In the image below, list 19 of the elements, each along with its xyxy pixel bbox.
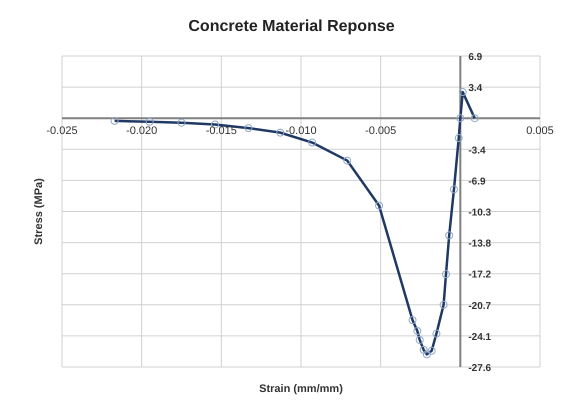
y-tick-label: 3.4 — [468, 83, 483, 94]
x-tick-label: -0.005 — [365, 125, 396, 138]
x-tick-label: -0.015 — [206, 125, 237, 138]
y-tick-label: -27.6 — [468, 363, 492, 374]
y-tick-label: -17.2 — [468, 270, 492, 281]
y-tick-label: -6.9 — [468, 176, 486, 188]
y-tick-label: -13.8 — [468, 238, 492, 250]
x-tick-label: -0.025 — [46, 125, 78, 138]
x-tick-label: -0.020 — [126, 125, 158, 138]
y-tick-label: -20.7 — [468, 300, 492, 312]
x-tick-label: 0.005 — [526, 125, 554, 138]
x-tick-label: -0.010 — [285, 125, 317, 138]
x-axis-title: Strain (mm/mm) — [259, 383, 344, 395]
y-tick-label: -3.4 — [468, 145, 486, 156]
y-tick-label: 6.9 — [468, 52, 483, 63]
y-tick-label: -10.3 — [468, 208, 492, 218]
chart-title: Concrete Material Reponse — [187, 18, 396, 36]
y-axis-title: Stress (MPa) — [32, 178, 45, 245]
y-tick-label: -24.1 — [468, 332, 492, 343]
